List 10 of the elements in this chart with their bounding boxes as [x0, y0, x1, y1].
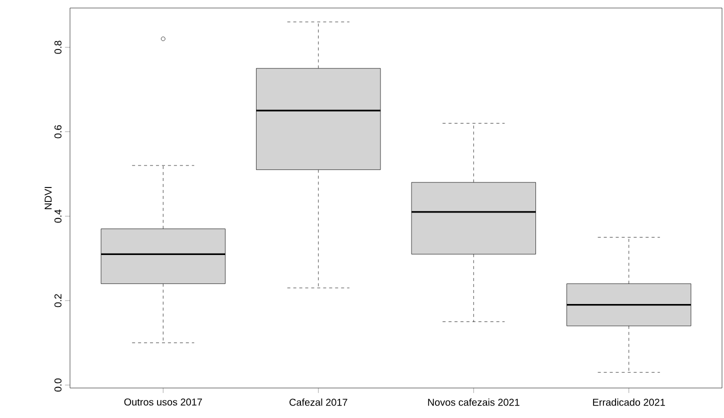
y-tick-label: 0.8 — [54, 40, 62, 54]
y-tick-label: 0.0 — [54, 378, 62, 392]
y-tick-label: 0.6 — [54, 125, 62, 138]
y-axis-title: NDVI — [44, 187, 52, 210]
x-tick-label: Erradicado 2021 — [593, 398, 665, 406]
x-tick-label: Outros usos 2017 — [124, 398, 202, 406]
y-tick-label: 0.4 — [54, 210, 62, 223]
y-tick-label: 0.2 — [54, 294, 62, 308]
x-tick-label: Novos cafezais 2021 — [428, 398, 520, 406]
x-tick-label: Cafezal 2017 — [290, 398, 348, 406]
